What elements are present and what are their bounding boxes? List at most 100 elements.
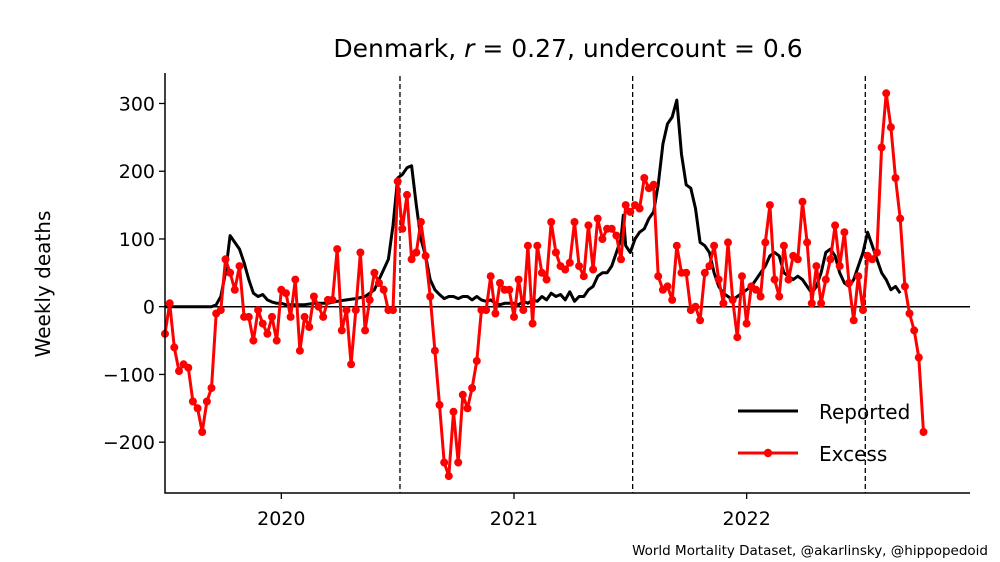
data-point-excess (482, 306, 491, 315)
data-point-excess (598, 235, 607, 243)
data-point-excess (845, 279, 853, 287)
data-point-excess (812, 262, 821, 271)
data-point-excess (440, 458, 449, 467)
data-point-excess (710, 241, 719, 250)
data-point-excess (305, 323, 314, 331)
data-point-excess (854, 272, 863, 281)
y-tick-label: 100 (119, 229, 155, 251)
data-point-excess (175, 367, 183, 376)
data-point-excess (463, 404, 472, 413)
y-tick-label: −100 (103, 364, 155, 386)
data-point-excess (654, 272, 663, 281)
data-point-excess (649, 180, 658, 189)
data-point-excess (449, 407, 458, 416)
data-point-excess (389, 306, 397, 315)
data-point-excess (319, 312, 328, 321)
data-point-excess (295, 346, 304, 355)
data-point-excess (626, 207, 635, 216)
data-point-excess (333, 245, 342, 254)
data-point-excess (393, 177, 402, 186)
data-point-excess (696, 316, 705, 325)
data-point-excess (207, 384, 216, 392)
data-point-excess (905, 309, 914, 318)
data-point-excess (188, 397, 197, 406)
data-point-excess (361, 326, 370, 335)
data-point-excess (579, 272, 588, 281)
data-point-excess (444, 472, 453, 481)
data-point-excess (416, 218, 425, 226)
data-point-excess (505, 285, 514, 294)
x-tick-label: 2021 (490, 508, 538, 530)
data-point-excess (216, 306, 225, 315)
data-point-excess (263, 329, 272, 338)
data-point-excess (258, 319, 267, 328)
data-point-excess (170, 343, 179, 352)
data-point-excess (221, 255, 230, 264)
data-point-excess (724, 238, 732, 247)
data-point-excess (379, 285, 388, 294)
data-point-excess (486, 272, 495, 281)
data-point-excess (803, 238, 812, 247)
data-point-excess (635, 204, 644, 213)
data-point-excess (668, 295, 677, 304)
data-point-excess (347, 360, 356, 369)
chart-title: Denmark, r = 0.27, undercount = 0.6 (333, 34, 802, 63)
data-point-excess (407, 255, 416, 264)
data-point-excess (672, 241, 681, 250)
plot-area: −200 −100 0 100 200 300 2020 2021 2022 (103, 73, 970, 530)
data-point-excess (561, 265, 570, 274)
data-point-excess (193, 404, 202, 413)
data-point-excess (468, 384, 477, 392)
vertical-marker-lines (399, 76, 866, 493)
credit-text: World Mortality Dataset, @akarlinsky, @h… (632, 543, 988, 559)
data-point-excess (519, 306, 528, 315)
data-point-excess (826, 255, 835, 264)
data-point-excess (779, 241, 788, 250)
data-point-excess (719, 299, 728, 308)
data-point-excess (872, 248, 881, 257)
data-point-excess (472, 356, 481, 365)
data-point-excess (272, 336, 281, 345)
data-point-excess (537, 268, 546, 277)
data-point-excess (728, 295, 737, 304)
data-point-excess (770, 275, 779, 284)
data-point-excess (821, 275, 830, 284)
series-layer (161, 89, 928, 481)
data-point-excess (891, 174, 900, 182)
data-point-excess (435, 400, 444, 409)
data-point-excess (752, 285, 760, 294)
data-point-excess (840, 228, 849, 237)
data-point-excess (286, 312, 295, 321)
data-point-excess (542, 275, 551, 284)
data-point-excess (682, 268, 691, 277)
data-point-excess (691, 302, 700, 311)
data-point-excess (756, 292, 765, 301)
data-point-excess (496, 279, 504, 287)
data-point-excess (910, 326, 919, 335)
data-point-excess (882, 89, 891, 98)
data-point-excess (817, 299, 826, 308)
data-point-excess (184, 363, 193, 372)
x-tick-label: 2020 (257, 508, 305, 530)
data-point-excess (738, 272, 746, 281)
x-tick-label: 2022 (722, 508, 770, 530)
data-point-excess (663, 282, 672, 291)
data-point-excess (551, 248, 560, 257)
data-point-excess (886, 123, 895, 132)
data-point-excess (640, 174, 649, 182)
data-point-excess (342, 306, 351, 315)
data-point-excess (370, 268, 379, 277)
data-point-excess (198, 428, 207, 436)
data-point-excess (244, 312, 253, 321)
data-point-excess (254, 306, 263, 315)
data-point-excess (426, 292, 435, 301)
data-point-excess (621, 201, 630, 210)
data-point-excess (491, 309, 500, 318)
data-point-excess (849, 316, 858, 325)
data-point-excess (807, 299, 816, 308)
data-point-excess (291, 275, 300, 284)
data-point-excess (919, 428, 928, 436)
data-point-excess (309, 292, 318, 301)
data-point-excess (896, 214, 905, 223)
